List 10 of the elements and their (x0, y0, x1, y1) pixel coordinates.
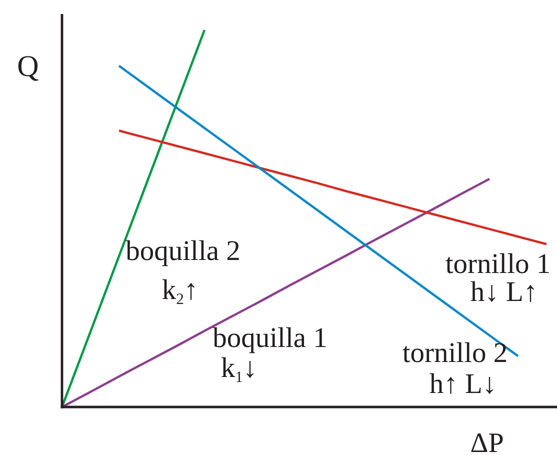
x-axis-title: ΔP (470, 428, 504, 455)
annotation: k$_{2}$↑ (162, 275, 198, 308)
y-axis-title: Q (17, 50, 40, 83)
series-label: boquilla 2 (126, 236, 240, 267)
series-label: tornillo 2 (402, 338, 508, 369)
annotation: h↓ L↑ (470, 277, 538, 308)
annotation: k$_{1}$↓ (220, 353, 258, 386)
annotation: h↑ L↓ (429, 369, 497, 400)
series-label: tornillo 1 (445, 249, 551, 280)
series-label: boquilla 1 (212, 323, 328, 354)
